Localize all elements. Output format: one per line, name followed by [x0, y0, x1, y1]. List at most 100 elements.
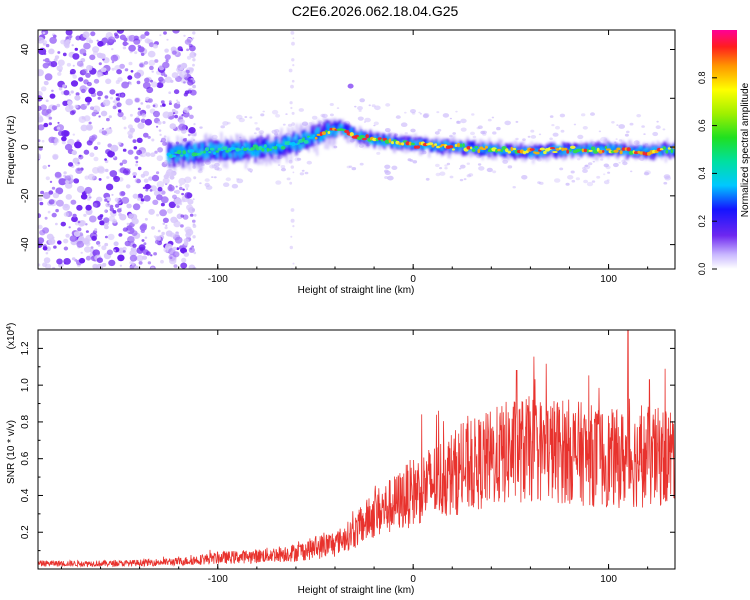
ridge-cell — [317, 133, 320, 145]
noise-blob — [141, 113, 147, 118]
faint-blob — [236, 178, 240, 181]
noise-blob — [150, 254, 153, 257]
noise-blob — [92, 50, 99, 56]
noise-blob — [134, 163, 139, 167]
ridge-cell — [244, 142, 248, 149]
core-blob — [470, 146, 473, 150]
faint-blob — [449, 175, 454, 179]
ridge-cell — [436, 140, 439, 146]
faint-blob — [249, 171, 253, 173]
ridge-cell — [250, 139, 253, 151]
ridge-cell — [272, 141, 275, 147]
noise-blob — [106, 176, 110, 179]
noise-blob — [156, 213, 160, 217]
ridge-cell — [618, 148, 621, 154]
core-blob — [293, 143, 299, 146]
noise-blob — [51, 186, 56, 190]
faint-blob — [663, 174, 671, 180]
streak-dot — [292, 225, 295, 228]
noise-blob — [186, 204, 193, 211]
ridge-cell — [554, 146, 557, 149]
ridge-cell — [632, 147, 635, 153]
noise-blob — [57, 121, 60, 124]
faint-blob — [592, 160, 595, 163]
faint-blob — [298, 108, 304, 112]
noise-blob — [155, 235, 161, 242]
ridge-cell — [168, 156, 171, 164]
ridge-cell — [452, 141, 455, 147]
noise-blob — [172, 171, 177, 175]
ridge-cell — [336, 121, 339, 129]
noise-blob — [122, 46, 127, 50]
noise-blob — [116, 208, 122, 213]
core-blob — [591, 146, 596, 151]
noise-blob — [172, 246, 177, 251]
ridge-cell — [268, 144, 271, 153]
ridge-cell — [496, 143, 499, 151]
ridge-cell — [175, 156, 178, 163]
noise-blob — [160, 196, 169, 204]
ridge-cell — [240, 141, 243, 151]
noise-blob — [104, 209, 107, 213]
faint-blob — [351, 167, 357, 171]
spectrogram-panel: -100 0 100 -40 -20 0 20 40 Height of straight l… — [6, 29, 676, 296]
noise-blob — [117, 247, 125, 254]
faint-blob — [551, 124, 555, 127]
noise-blob — [139, 63, 144, 68]
ridge-cell — [647, 147, 650, 150]
noise-blob — [38, 224, 43, 230]
ridge-cell — [426, 141, 429, 146]
spectrogram-xlabel: Height of straight line (km) — [298, 285, 415, 296]
noise-blob — [42, 262, 48, 268]
noise-blob — [176, 101, 180, 105]
core-blob — [604, 145, 607, 149]
faint-blob — [199, 182, 202, 185]
core-blob — [405, 141, 411, 146]
noise-blob — [151, 81, 158, 88]
ridge-cell — [186, 154, 189, 162]
ridge-cell — [551, 145, 554, 158]
faint-blob — [607, 171, 611, 174]
ridge-cell — [218, 150, 222, 158]
ridge-cell — [234, 151, 237, 158]
ridge-cell — [591, 149, 594, 154]
noise-blob — [83, 149, 90, 155]
faint-blob — [385, 103, 391, 107]
noise-blob — [88, 65, 93, 69]
ridge-cell — [499, 140, 502, 153]
noise-blob — [91, 235, 97, 241]
noise-blob — [132, 203, 141, 211]
ridge-cell — [344, 125, 347, 130]
noise-blob — [58, 178, 67, 186]
ridge-cell — [645, 148, 648, 152]
ridge-cell — [307, 138, 310, 144]
ridge-cell — [195, 147, 198, 155]
streak-dot — [291, 41, 295, 46]
ridge-cell — [218, 143, 222, 150]
streak-dot — [290, 106, 293, 110]
noise-blob — [72, 133, 76, 136]
noise-blob — [131, 262, 135, 266]
core-blob — [189, 149, 195, 153]
ridge-cell — [250, 149, 253, 156]
ridge-cell — [554, 150, 557, 156]
faint-blob — [507, 165, 513, 169]
faint-blob — [262, 110, 266, 113]
ridge-cell — [249, 148, 252, 154]
faint-blob — [301, 169, 305, 172]
core-blob — [204, 147, 210, 152]
ridge-cell — [588, 144, 591, 149]
faint-blob — [555, 125, 560, 130]
noise-blob — [109, 96, 114, 100]
ridge-cell — [514, 145, 517, 150]
core-blob — [213, 151, 217, 155]
snr-ytick-label: 0.2 — [20, 525, 31, 539]
noise-blob — [69, 235, 78, 242]
faint-blob — [491, 116, 495, 119]
ridge-cell — [513, 149, 516, 153]
ridge-cell — [322, 121, 326, 136]
noise-blob — [98, 62, 102, 66]
ridge-cell — [180, 143, 183, 152]
core-blob — [327, 131, 331, 134]
faint-blob — [598, 130, 602, 133]
